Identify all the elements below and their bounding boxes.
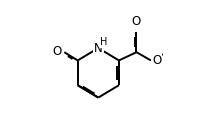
Text: O: O — [152, 54, 161, 67]
Text: N: N — [94, 42, 103, 55]
Text: O: O — [132, 15, 141, 28]
Text: H: H — [100, 37, 108, 47]
Text: O: O — [52, 45, 61, 58]
